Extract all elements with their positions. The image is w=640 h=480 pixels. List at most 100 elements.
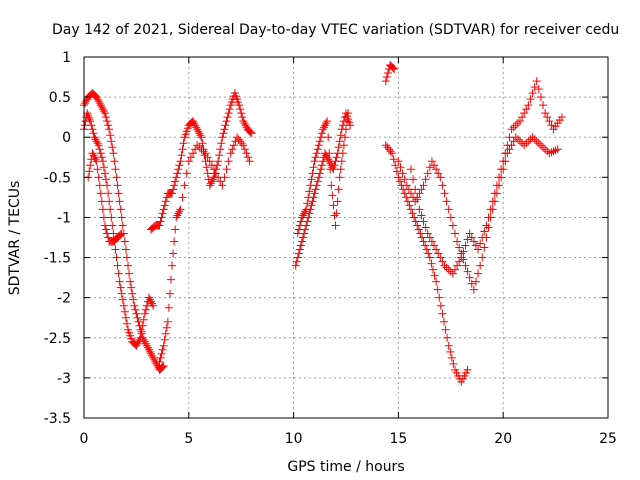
data-point bbox=[158, 209, 167, 218]
data-point bbox=[295, 221, 304, 230]
series-9 bbox=[394, 133, 562, 294]
data-point bbox=[159, 361, 168, 370]
data-point bbox=[190, 119, 199, 128]
data-point bbox=[103, 181, 112, 190]
data-point bbox=[172, 213, 181, 222]
data-point bbox=[129, 295, 138, 304]
data-point bbox=[450, 229, 459, 238]
data-point bbox=[182, 169, 191, 178]
data-point bbox=[536, 141, 545, 150]
data-point bbox=[163, 317, 172, 326]
data-point bbox=[93, 165, 102, 174]
data-point bbox=[100, 221, 109, 230]
data-point bbox=[214, 157, 223, 166]
data-point bbox=[124, 261, 133, 270]
data-point bbox=[427, 157, 436, 166]
data-point bbox=[89, 151, 98, 160]
data-point bbox=[492, 181, 501, 190]
data-point bbox=[308, 197, 317, 206]
data-point bbox=[478, 253, 487, 262]
data-point bbox=[505, 145, 514, 154]
data-point bbox=[115, 277, 124, 286]
data-point bbox=[107, 137, 116, 146]
data-point bbox=[541, 145, 550, 154]
data-point bbox=[88, 149, 97, 158]
data-point bbox=[103, 117, 112, 126]
data-point bbox=[121, 313, 130, 322]
data-point bbox=[157, 213, 166, 222]
data-point bbox=[444, 341, 453, 350]
data-point bbox=[96, 101, 105, 110]
y-tick-labels: -3.5 -3 -2.5 -2 -1.5 -1 -0.5 0 0.5 1 bbox=[44, 50, 71, 427]
data-point bbox=[84, 113, 93, 122]
data-point bbox=[476, 239, 485, 248]
data-point bbox=[543, 113, 552, 122]
data-point bbox=[328, 163, 337, 172]
data-point bbox=[316, 165, 325, 174]
data-point bbox=[425, 253, 434, 262]
data-point bbox=[226, 149, 235, 158]
data-point bbox=[108, 221, 117, 230]
data-point bbox=[205, 181, 214, 190]
data-point bbox=[314, 173, 323, 182]
x-tick-label: 15 bbox=[389, 431, 407, 447]
data-point bbox=[217, 139, 226, 148]
data-point bbox=[233, 133, 242, 142]
data-point bbox=[557, 113, 566, 122]
data-point bbox=[111, 165, 120, 174]
series-0 bbox=[80, 89, 168, 374]
data-point bbox=[382, 73, 391, 82]
series-7 bbox=[381, 61, 399, 86]
data-point bbox=[158, 362, 167, 371]
data-point bbox=[386, 147, 395, 156]
data-point bbox=[291, 261, 300, 270]
data-point bbox=[141, 339, 150, 348]
data-point bbox=[134, 337, 143, 346]
data-point bbox=[321, 121, 330, 130]
data-point bbox=[446, 213, 455, 222]
data-point bbox=[93, 139, 102, 148]
data-point bbox=[403, 197, 412, 206]
data-point bbox=[108, 143, 117, 152]
data-point bbox=[309, 163, 318, 172]
data-point bbox=[402, 181, 411, 190]
data-point bbox=[319, 123, 328, 132]
data-point bbox=[242, 149, 251, 158]
data-point bbox=[170, 181, 179, 190]
data-point bbox=[459, 247, 468, 256]
data-point bbox=[157, 363, 166, 372]
data-point bbox=[170, 237, 179, 246]
data-point bbox=[311, 153, 320, 162]
data-point bbox=[430, 271, 439, 280]
x-axis-label: GPS time / hours bbox=[287, 459, 404, 475]
data-point bbox=[315, 169, 324, 178]
data-point bbox=[162, 193, 171, 202]
data-point bbox=[112, 173, 121, 182]
data-point bbox=[433, 285, 442, 294]
x-tick-label: 20 bbox=[494, 431, 512, 447]
data-point bbox=[439, 317, 448, 326]
data-point bbox=[85, 167, 94, 176]
data-point bbox=[156, 353, 165, 362]
data-point bbox=[216, 177, 225, 186]
data-point bbox=[177, 151, 186, 160]
data-point bbox=[94, 141, 103, 150]
data-point bbox=[104, 189, 113, 198]
data-point bbox=[389, 64, 398, 73]
y-tick-label: -2.5 bbox=[44, 331, 71, 347]
data-point bbox=[127, 283, 136, 292]
data-point bbox=[236, 137, 245, 146]
data-point bbox=[88, 125, 97, 134]
data-point bbox=[469, 237, 478, 246]
data-point bbox=[427, 259, 436, 268]
data-point bbox=[553, 145, 562, 154]
data-point bbox=[193, 141, 202, 150]
data-point bbox=[338, 121, 347, 130]
data-point bbox=[478, 233, 487, 242]
data-point bbox=[340, 133, 349, 142]
data-point bbox=[522, 105, 531, 114]
data-point bbox=[425, 163, 434, 172]
data-point bbox=[96, 149, 105, 158]
data-point bbox=[116, 283, 125, 292]
data-point bbox=[335, 173, 344, 182]
